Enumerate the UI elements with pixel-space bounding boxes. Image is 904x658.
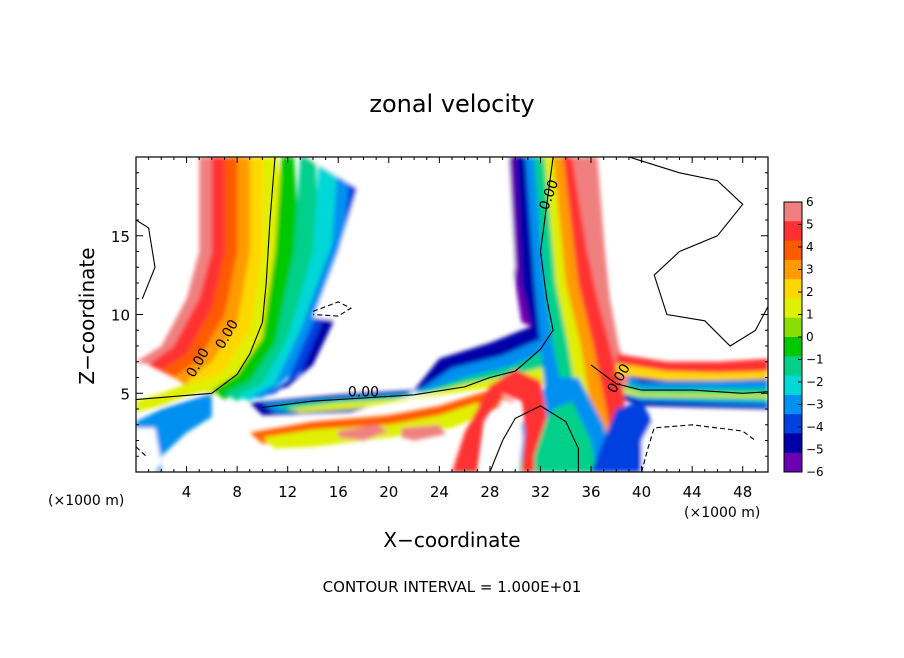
x-tick-label: 12 xyxy=(278,483,297,501)
x-tick-label: 8 xyxy=(232,483,242,501)
contour-right-upper xyxy=(628,157,768,347)
y-axis-ticks: 5 10 15 xyxy=(111,172,768,457)
contour-left-plume xyxy=(136,157,276,401)
colorbar-tick-label: −1 xyxy=(806,353,824,367)
x-tick-label: 44 xyxy=(683,483,702,501)
contour-dashed-mid xyxy=(312,301,353,317)
x-axis-label: X−coordinate xyxy=(383,528,520,552)
clear-region-upper xyxy=(306,157,516,323)
y-tick-label: 5 xyxy=(120,385,130,403)
x-tick-label: 28 xyxy=(480,483,499,501)
x-tick-label: 24 xyxy=(430,483,449,501)
x-tick-label: 48 xyxy=(733,483,752,501)
colorbar-tick-label: 6 xyxy=(806,195,814,209)
colorbar-swatch xyxy=(784,375,802,396)
x-origin-unit: (×1000 m) xyxy=(48,493,124,509)
lower-layer-green xyxy=(262,402,490,449)
clear-region-lower-left xyxy=(136,427,162,472)
contour-jet xyxy=(262,157,554,408)
right-yellow-layer xyxy=(616,363,768,381)
positive-arc xyxy=(452,369,547,472)
colorbar-swatch xyxy=(784,394,802,415)
colorbar-tick-label: 2 xyxy=(806,285,814,299)
contour-right-jet xyxy=(590,364,768,394)
contour-lines: 0.000.000.000.000.00 xyxy=(136,157,768,472)
colorbar-swatch xyxy=(784,279,802,299)
colorbar-swatch xyxy=(784,452,802,473)
colorbar-tick-label: 0 xyxy=(806,330,814,344)
y-tick-label: 15 xyxy=(111,228,130,246)
colorbar-tick-label: −3 xyxy=(806,398,824,412)
contour-interval-label: CONTOUR INTERVAL = 1.000E+01 xyxy=(323,578,582,596)
colorbar-tick-label: 1 xyxy=(806,308,814,322)
x-axis-ticks: 4 8 12 16 20 24 28 32 36 40 44 48 xyxy=(148,157,756,501)
x-tick-label: 40 xyxy=(632,483,651,501)
x-tick-label: 32 xyxy=(531,483,550,501)
positive-blotch xyxy=(338,424,389,441)
y-axis-label: Z−coordinate xyxy=(75,247,99,384)
x-tick-label: 4 xyxy=(182,483,192,501)
colorbar-tick-label: −4 xyxy=(806,420,824,434)
colorbar-swatch xyxy=(784,414,802,434)
contour-dashed-right xyxy=(641,424,756,472)
chart-title: zonal velocity xyxy=(369,90,534,118)
positive-blotch xyxy=(401,424,446,441)
clear-region-right xyxy=(607,157,768,354)
colorbar-tick-label: 4 xyxy=(806,240,814,254)
right-plume-band xyxy=(563,157,627,472)
x-tick-label: 36 xyxy=(581,483,600,501)
x-axis-unit: (×1000 m) xyxy=(684,505,760,521)
colorbar-swatch xyxy=(784,259,802,280)
shaded-field xyxy=(136,157,768,472)
y-tick-label: 10 xyxy=(111,307,130,325)
x-tick-label: 20 xyxy=(379,483,398,501)
contour-label: 0.00 xyxy=(348,384,379,400)
colorbar-tick-label: −2 xyxy=(806,375,824,389)
colorbar-tick-label: 5 xyxy=(806,218,814,232)
clear-region-lower-right xyxy=(641,415,768,472)
colorbar-tick-label: −5 xyxy=(806,443,824,457)
colorbar-ticks: 6 5 4 3 2 1 0 −1 −2 −3 −4 −5 −6 xyxy=(798,195,824,479)
left-plume-band xyxy=(237,157,339,402)
jet-band xyxy=(287,364,768,413)
colorbar-swatch xyxy=(784,433,802,454)
contour-lower-core xyxy=(489,405,579,472)
colorbar-swatch xyxy=(784,240,802,261)
bubble-clear xyxy=(479,399,523,472)
colorbar-swatch xyxy=(784,298,802,319)
colorbar-swatch xyxy=(784,317,802,338)
velocity-field: 0.000.000.000.000.00 xyxy=(136,157,768,472)
colorbar-swatch xyxy=(784,356,802,377)
colorbar-tick-label: −6 xyxy=(806,465,824,479)
left-low-green xyxy=(136,377,212,413)
contour-left-edge xyxy=(136,219,156,300)
contour-dashed-left xyxy=(136,446,147,457)
lower-right-negative xyxy=(591,401,655,472)
lower-core-green xyxy=(515,401,598,472)
colorbar-swatch xyxy=(784,221,802,242)
right-plume-band xyxy=(572,157,629,394)
x-tick-label: 16 xyxy=(329,483,348,501)
colorbar-swatch xyxy=(784,337,802,357)
colorbar-swatch xyxy=(784,202,802,222)
colorbar-tick-label: 3 xyxy=(806,263,814,277)
